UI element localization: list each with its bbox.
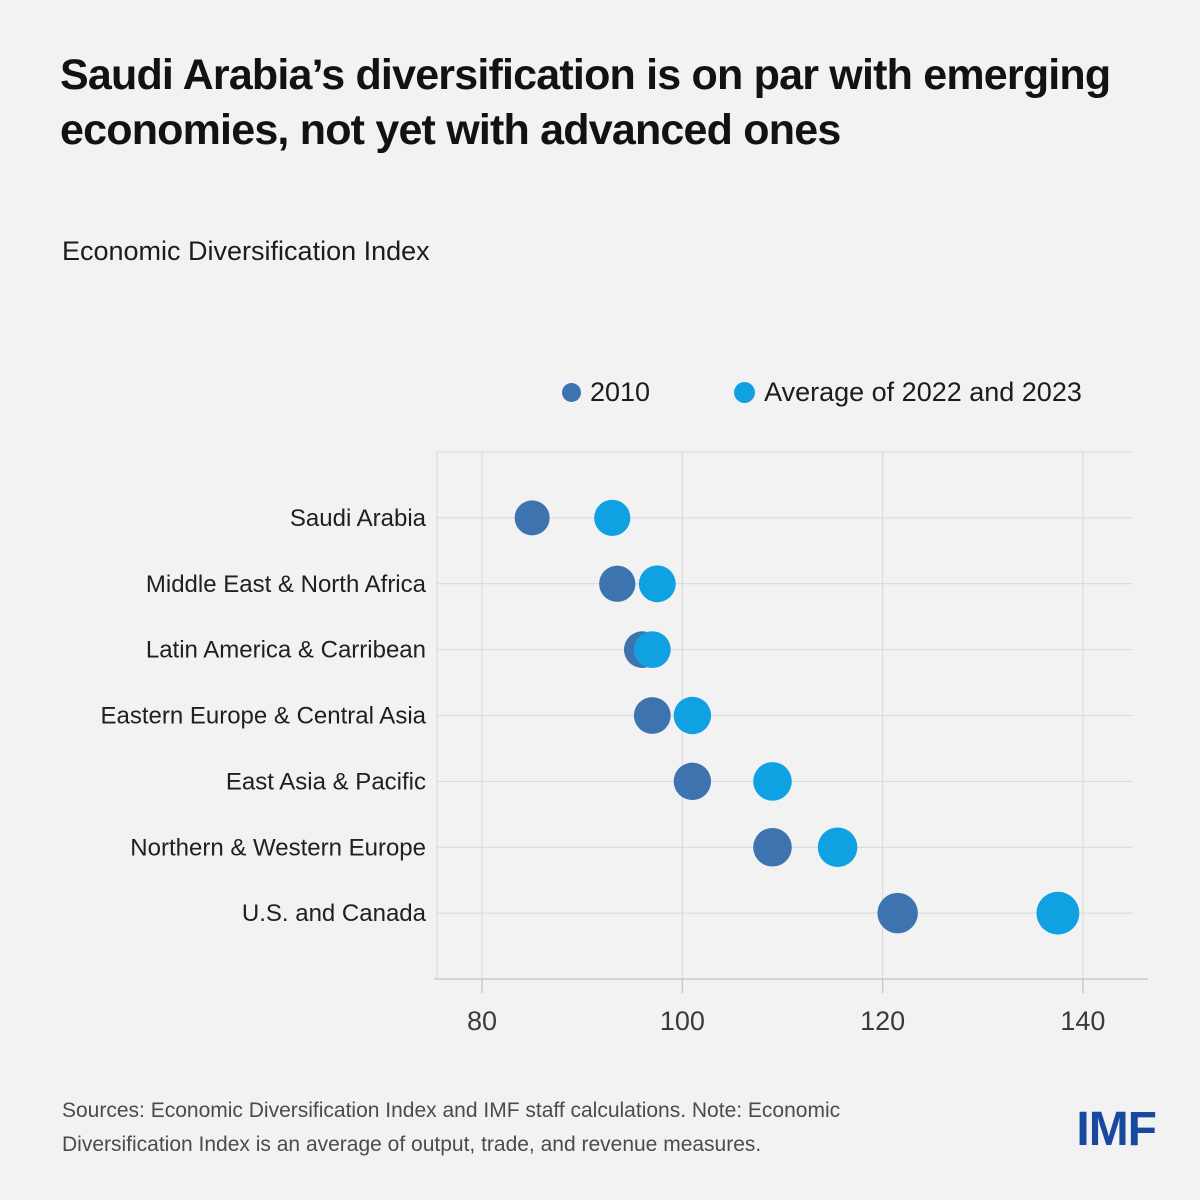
data-point-2010 [599,565,636,602]
x-tick-label: 80 [467,1006,497,1036]
legend: 2010 Average of 2022 and 2023 [562,377,1082,408]
data-point-2010 [633,697,671,734]
category-label: Latin America & Carribean [146,637,426,664]
page-title: Saudi Arabia’s diversification is on par… [60,51,1111,155]
data-point-average [1036,891,1080,935]
dot-plot-chart: Saudi Arabia Middle East & North Africa La… [100,451,1148,1036]
x-tick-label: 100 [660,1006,705,1036]
x-tick-label: 140 [1060,1006,1105,1036]
data-point-average [673,696,712,735]
category-label: Northern & Western Europe [130,834,426,861]
data-point-average [633,631,671,669]
legend-item-average: Average of 2022 and 2023 [734,377,1082,408]
legend-label-2010: 2010 [590,377,651,407]
chart-subtitle: Economic Diversification Index [62,236,430,266]
category-label: U.S. and Canada [242,900,427,927]
data-point-average [594,499,631,536]
legend-item-2010: 2010 [562,377,650,408]
x-tick-label: 120 [860,1006,905,1036]
source-note: Sources: Economic Diversification Index … [62,1099,841,1156]
category-label: Eastern Europe & Central Asia [100,703,426,730]
data-point-average [638,565,676,603]
imf-logo: IMF [1076,1103,1157,1156]
category-label: Saudi Arabia [290,505,427,532]
data-point-2010 [514,500,550,536]
legend-dot-2010-icon [562,383,581,402]
data-point-2010 [753,827,792,867]
legend-label-average: Average of 2022 and 2023 [764,377,1082,407]
category-label: Middle East & North Africa [146,571,427,598]
data-point-average [753,762,792,801]
legend-dot-average-icon [734,382,756,403]
category-label: East Asia & Pacific [226,768,426,795]
data-point-2010 [877,892,918,934]
data-point-2010 [673,762,712,801]
data-point-average [817,827,858,868]
